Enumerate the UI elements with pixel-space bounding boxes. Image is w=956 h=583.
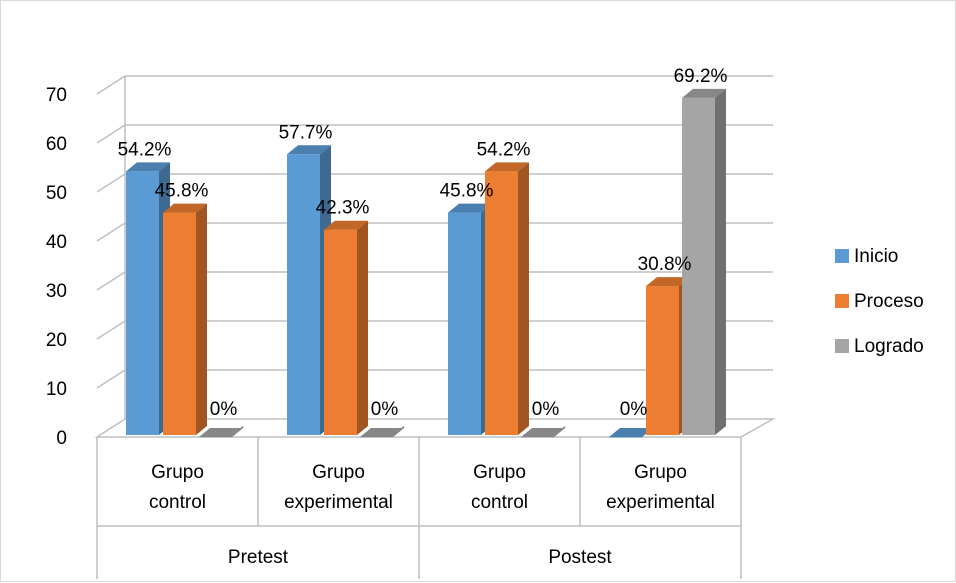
y-tick-label: 20 [46, 330, 67, 351]
bar-proceso [163, 203, 207, 435]
data-label: 0% [371, 399, 399, 420]
gridline-side [96, 369, 126, 389]
data-label: 0% [532, 399, 560, 420]
bar-proceso [485, 162, 529, 436]
gridline-side [96, 124, 126, 144]
x-category-label: Grupo [312, 462, 365, 483]
data-label: 30.8% [638, 254, 692, 275]
gridline-side [96, 75, 126, 95]
y-tick-label: 0 [56, 428, 67, 449]
data-label: 0% [620, 399, 648, 420]
data-label: 69.2% [674, 66, 728, 87]
y-tick-label: 30 [46, 281, 67, 302]
x-axis: Grupo control Grupo experimental Grupo contro… [96, 437, 742, 579]
bar-logrado [360, 426, 404, 438]
data-label: 42.3% [316, 198, 370, 219]
legend-label: Logrado [854, 336, 924, 357]
x-group-label: Postest [548, 547, 612, 568]
data-label: 45.8% [155, 181, 209, 202]
legend-label: Proceso [854, 291, 924, 312]
x-category-label: control [471, 492, 528, 513]
x-category-label: experimental [606, 492, 715, 513]
bars [126, 88, 726, 438]
x-category-label: control [149, 492, 206, 513]
legend-swatch [835, 249, 849, 263]
x-category-label: Grupo [634, 462, 687, 483]
bar-logrado [521, 426, 565, 438]
data-label: 54.2% [118, 139, 172, 160]
data-label: 0% [210, 399, 238, 420]
data-labels: 54.2% 57.7% 45.8% 0% 45.8% 42.3% 54.2% 30.8% 0% 0… [118, 66, 728, 420]
y-tick-label: 40 [46, 232, 67, 253]
data-label: 45.8% [440, 181, 494, 202]
y-tick-label: 10 [46, 379, 67, 400]
bar-logrado [682, 88, 726, 436]
legend-swatch [835, 339, 849, 353]
gridline-side [96, 173, 126, 193]
x-category-label: Grupo [151, 462, 204, 483]
y-tick-label: 60 [46, 134, 67, 155]
y-tick-label: 50 [46, 183, 67, 204]
y-tick-label: 70 [46, 85, 67, 106]
y-axis-ticks: 0 10 20 30 40 50 60 70 [46, 85, 67, 449]
bar-logrado [199, 426, 243, 438]
gridline-side [96, 320, 126, 340]
gridline-side [96, 271, 126, 291]
legend-label: Inicio [854, 246, 898, 267]
gridline-side [96, 222, 126, 242]
x-group-label: Pretest [228, 547, 289, 568]
data-label: 57.7% [279, 122, 333, 143]
legend: Inicio Proceso Logrado [835, 246, 924, 357]
x-category-label: experimental [284, 492, 393, 513]
data-label: 54.2% [477, 139, 531, 160]
bar-proceso [324, 220, 368, 435]
x-category-label: Grupo [473, 462, 526, 483]
legend-swatch [835, 294, 849, 308]
